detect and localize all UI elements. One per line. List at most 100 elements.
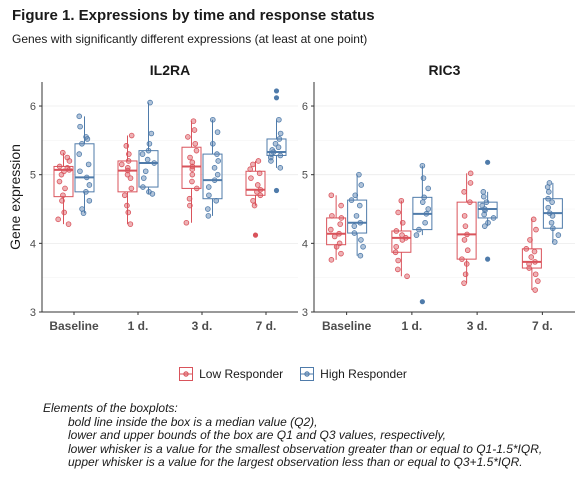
data-point <box>83 134 89 140</box>
box-high-1 <box>138 99 159 197</box>
data-point <box>351 223 358 229</box>
data-point <box>277 130 284 137</box>
data-point <box>480 193 487 200</box>
data-point <box>467 170 474 177</box>
y-tick-label: 4 <box>302 238 308 250</box>
box-low-3 <box>245 158 266 238</box>
data-point <box>358 182 365 188</box>
data-point <box>77 168 83 175</box>
data-point <box>139 151 146 157</box>
data-point <box>555 232 562 238</box>
data-point <box>546 210 553 216</box>
data-point <box>79 140 85 147</box>
data-point <box>530 216 537 223</box>
box-low-1 <box>117 132 138 227</box>
data-point <box>532 271 539 278</box>
data-point <box>193 185 200 192</box>
data-point <box>64 165 71 171</box>
data-point <box>479 202 486 209</box>
outlier-point <box>273 95 280 101</box>
data-point <box>461 189 467 195</box>
data-point <box>549 199 555 205</box>
legend-label-low: Low Responder <box>199 367 284 381</box>
x-tick-label: 7 d. <box>256 319 277 333</box>
data-point <box>425 185 432 192</box>
data-point <box>151 160 157 166</box>
data-point <box>214 151 220 157</box>
data-point <box>399 232 405 238</box>
data-point <box>404 273 410 280</box>
box-high-2 <box>477 159 498 262</box>
data-point <box>210 140 216 147</box>
data-point <box>531 248 538 255</box>
data-point <box>548 219 555 226</box>
data-point <box>526 265 532 271</box>
data-point <box>64 154 71 161</box>
caption-line: bold line inside the box is a median val… <box>68 414 318 429</box>
data-point <box>331 233 338 240</box>
data-point <box>360 243 366 250</box>
data-point <box>480 189 487 195</box>
data-point <box>145 147 152 154</box>
box-low-2 <box>456 170 477 286</box>
data-point <box>189 159 196 166</box>
data-point <box>193 147 200 154</box>
data-point <box>256 170 263 177</box>
data-point <box>545 195 551 202</box>
data-point <box>213 197 220 204</box>
data-point <box>65 221 72 227</box>
outlier-point <box>252 232 259 238</box>
panel-title: RIC3 <box>429 62 461 78</box>
data-point <box>423 211 430 217</box>
data-point <box>277 152 284 159</box>
data-point <box>352 192 359 199</box>
data-point <box>421 194 427 201</box>
chart-legend: Low Responder High Responder <box>0 366 585 382</box>
data-point <box>532 287 538 293</box>
data-point <box>123 143 130 149</box>
data-point <box>403 235 409 241</box>
data-point <box>61 209 67 216</box>
data-point <box>187 202 193 209</box>
data-point <box>86 182 93 188</box>
data-point <box>393 228 400 234</box>
data-point <box>125 158 132 164</box>
y-tick-label: 6 <box>302 101 308 113</box>
legend-key-low <box>179 367 194 381</box>
data-point <box>462 223 469 229</box>
data-point <box>398 197 405 204</box>
boxplot-chart: Gene expression 3 4 5 6 IL2RA Baseline 1 d. 3 d.… <box>7 62 575 333</box>
data-point <box>419 162 426 169</box>
data-point <box>127 221 134 227</box>
data-point <box>545 204 552 211</box>
data-point <box>59 197 65 204</box>
data-point <box>399 219 406 226</box>
data-point <box>61 168 67 175</box>
data-point <box>356 202 363 209</box>
data-point <box>358 237 364 243</box>
box-low-1 <box>391 197 412 280</box>
data-point <box>76 113 83 120</box>
data-point <box>189 163 196 170</box>
box-low-0 <box>326 192 347 263</box>
data-point <box>356 171 362 178</box>
box-iqr <box>138 150 159 188</box>
y-tick-label: 5 <box>30 170 36 182</box>
data-point <box>550 225 556 232</box>
data-point <box>328 226 334 233</box>
data-point <box>250 197 256 204</box>
data-point <box>395 209 401 216</box>
data-point <box>481 211 487 218</box>
data-point <box>392 249 399 256</box>
outlier-point <box>485 256 491 262</box>
data-point <box>338 202 344 209</box>
box-iqr <box>181 146 202 189</box>
data-point <box>336 230 342 237</box>
box-high-1 <box>412 162 433 305</box>
data-point <box>463 261 470 267</box>
data-point <box>247 166 254 172</box>
legend-item-high: High Responder <box>299 366 407 382</box>
box-low-0 <box>53 149 74 227</box>
data-point <box>338 250 344 257</box>
data-point <box>144 156 151 163</box>
